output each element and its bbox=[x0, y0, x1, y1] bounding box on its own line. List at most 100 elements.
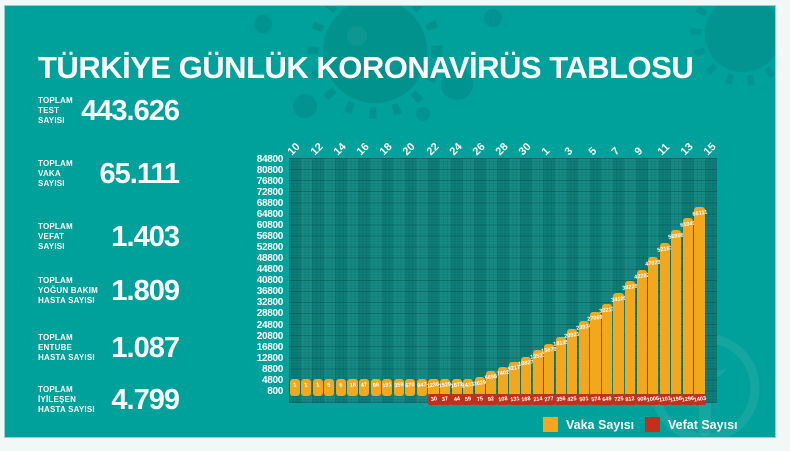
x-tick-label: 24 bbox=[447, 140, 465, 158]
y-tick-label: 60800 bbox=[256, 219, 284, 231]
case-bar: 191 bbox=[382, 379, 393, 396]
plot-column-stripe bbox=[531, 158, 544, 403]
stat-label-line: TEST bbox=[38, 106, 60, 115]
y-tick-label: 40800 bbox=[256, 275, 284, 287]
stat-label: TOPLAM İYİLEŞEN HASTA SAYISI bbox=[38, 385, 110, 415]
stat-label-line: YOĞUN BAKIM bbox=[38, 286, 98, 295]
y-tick-label: 64800 bbox=[256, 208, 284, 220]
stat-value: 65.111 bbox=[99, 157, 180, 190]
plot-column-stripe bbox=[381, 158, 394, 403]
plot-column-stripe bbox=[450, 158, 463, 403]
stat-label-line: TOPLAM bbox=[38, 385, 73, 394]
death-bar-value-label: 44 bbox=[453, 396, 461, 403]
case-bar: 30217 bbox=[599, 303, 615, 396]
page-title: TÜRKİYE GÜNLÜK KORONAVİRÜS TABLOSU bbox=[38, 50, 694, 85]
plot-column-stripe bbox=[427, 158, 440, 403]
death-bar-value-label: 75 bbox=[476, 396, 484, 403]
plot-column-stripe bbox=[462, 158, 475, 403]
legend-item-deaths: Vefat Sayısı bbox=[645, 417, 738, 432]
case-bar: 61049 bbox=[680, 218, 696, 396]
stat-label: TOPLAM VEFAT SAYISI bbox=[38, 222, 110, 252]
x-tick-label: 12 bbox=[308, 140, 326, 158]
death-bar: 1006 bbox=[647, 394, 660, 405]
plot-column-stripe bbox=[589, 158, 602, 403]
case-bar-value-label: 670 bbox=[405, 382, 416, 389]
case-bar: 65111 bbox=[692, 207, 707, 396]
plot-column-stripe bbox=[520, 158, 532, 403]
y-axis-tick-labels: 84800 80800 76800 72800 68800 64800 60800 56800… bbox=[191, 154, 286, 403]
y-tick-label: 16800 bbox=[256, 341, 284, 353]
plot-column-stripe bbox=[485, 158, 498, 403]
y-tick-label: 80800 bbox=[256, 164, 284, 176]
y-tick-label: 48800 bbox=[256, 253, 284, 265]
stat-label-line: VAKA bbox=[38, 169, 61, 178]
case-bar: 670 bbox=[405, 379, 416, 396]
death-bar: 425 bbox=[566, 394, 579, 405]
y-tick-label: 20800 bbox=[256, 330, 284, 342]
plot-column-stripe bbox=[323, 158, 336, 403]
death-bar-value-label: 425 bbox=[567, 396, 578, 403]
case-bar: 20921 bbox=[564, 329, 580, 396]
case-bar: 9217 bbox=[508, 361, 521, 396]
plot-column-stripe bbox=[612, 158, 625, 403]
case-bar: 1 bbox=[312, 379, 323, 396]
case-bar-value-label: 98 bbox=[372, 382, 380, 389]
death-bar-value-label: 356 bbox=[555, 396, 566, 403]
plot-column-stripe bbox=[312, 158, 324, 403]
y-tick-label: 24800 bbox=[256, 319, 284, 331]
y-tick-label: 28800 bbox=[256, 308, 284, 320]
case-bar-value-label: 1 bbox=[315, 382, 320, 389]
stat-row: TOPLAM ENTUBE HASTA SAYISI 1.087 bbox=[38, 327, 180, 369]
death-bar: 168 bbox=[520, 394, 533, 405]
plot-column-stripe bbox=[543, 158, 556, 403]
death-bar: 1403 bbox=[693, 394, 706, 405]
case-bar: 359 bbox=[393, 379, 404, 396]
plot-column-stripe bbox=[624, 158, 637, 403]
case-bar-value-label: 5 bbox=[327, 382, 332, 389]
stat-value: 1.403 bbox=[111, 220, 180, 253]
x-tick-label: 9 bbox=[632, 145, 646, 158]
x-tick-label: 28 bbox=[493, 140, 511, 158]
case-bar: 1236 bbox=[427, 379, 440, 396]
death-bar: 108 bbox=[497, 394, 509, 405]
death-bar: 37 bbox=[439, 394, 452, 405]
y-tick-label: 76800 bbox=[256, 175, 284, 187]
death-bar: 1101 bbox=[658, 394, 671, 405]
y-tick-label: 8800 bbox=[261, 363, 283, 375]
stat-row: TOPLAM TEST SAYISI 443.626 bbox=[38, 90, 180, 132]
case-bar: 947 bbox=[416, 379, 427, 396]
case-bar: 2433 bbox=[462, 379, 475, 396]
case-bar-value-label: 1 bbox=[304, 382, 309, 389]
plot-column-stripe bbox=[335, 158, 347, 403]
x-tick-label: 15 bbox=[701, 140, 719, 158]
y-tick-label: 36800 bbox=[256, 286, 284, 298]
x-tick-label: 14 bbox=[331, 140, 349, 158]
plot-column-stripe bbox=[555, 158, 567, 403]
case-bar: 15679 bbox=[541, 343, 557, 396]
case-bar: 42282 bbox=[634, 270, 650, 396]
plot-column-stripe bbox=[300, 158, 313, 403]
death-bar: 59 bbox=[462, 394, 475, 405]
stat-row: TOPLAM VAKA SAYISI 65.111 bbox=[38, 153, 180, 195]
stat-value: 1.087 bbox=[111, 331, 180, 364]
y-tick-label: 32800 bbox=[256, 297, 284, 309]
death-bar-value-label: 131 bbox=[509, 396, 520, 403]
stat-label-line: TOPLAM bbox=[38, 222, 73, 231]
stat-label-line: TOPLAM bbox=[38, 96, 73, 105]
plot-column-stripe bbox=[404, 158, 417, 403]
y-tick-label: 84800 bbox=[256, 153, 284, 165]
case-bar: 38226 bbox=[622, 281, 638, 396]
plot-column-stripe bbox=[393, 158, 405, 403]
death-bar-value-label: 168 bbox=[521, 396, 532, 403]
stat-label-line: SAYISI bbox=[38, 242, 65, 251]
plot-column-stripe bbox=[369, 158, 382, 403]
x-tick-label: 26 bbox=[470, 140, 488, 158]
cases-legend-swatch bbox=[543, 417, 558, 432]
case-bar: 47 bbox=[359, 379, 370, 396]
death-bar-value-label: 92 bbox=[487, 396, 495, 403]
death-bar-value-label: 812 bbox=[625, 396, 636, 403]
death-bar: 649 bbox=[601, 394, 614, 405]
stat-label: TOPLAM TEST SAYISI bbox=[38, 96, 81, 126]
death-bar-value-label: 277 bbox=[544, 396, 555, 403]
